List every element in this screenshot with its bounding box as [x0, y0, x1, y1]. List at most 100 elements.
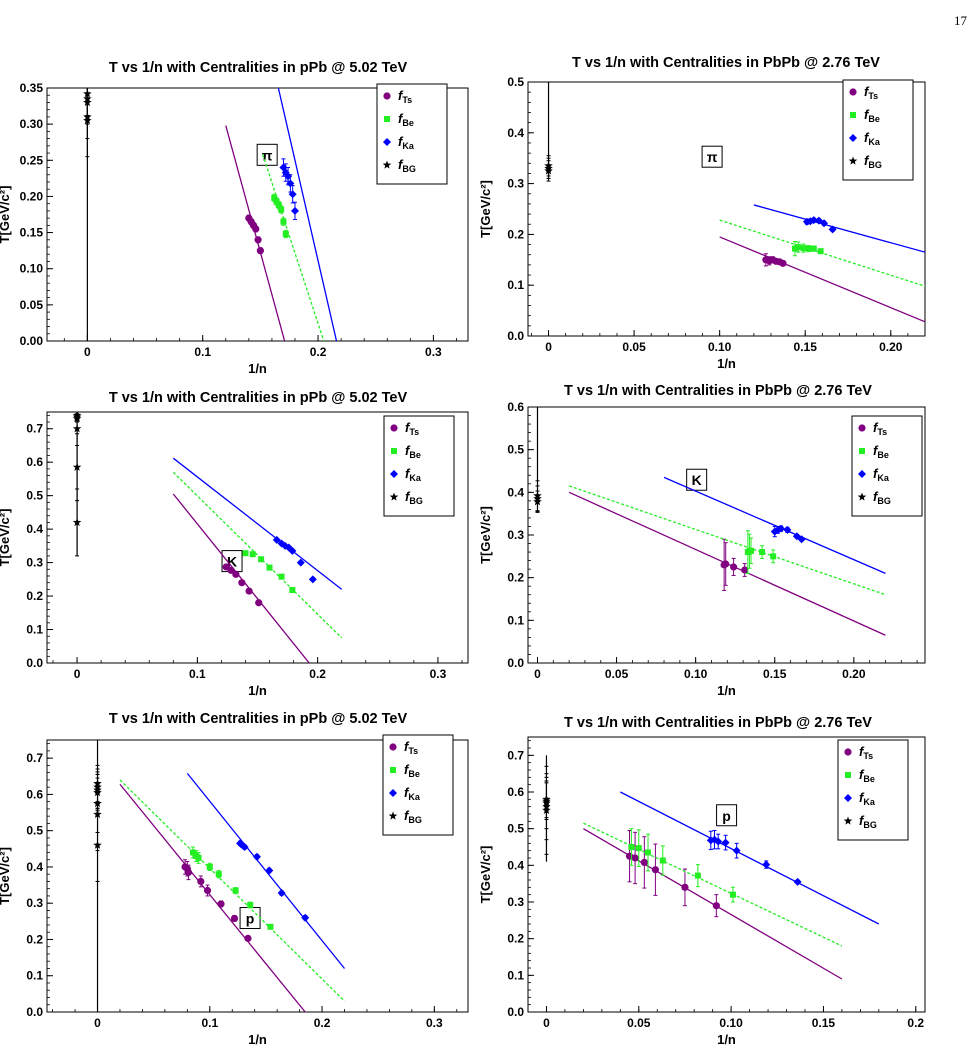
y-tick-label: 0.10 [20, 262, 44, 276]
x-tick-label: 0.20 [842, 667, 866, 681]
y-tick-label: 0.0 [507, 1005, 524, 1019]
data-point-ka [277, 889, 286, 898]
fit-line-ka [663, 476, 886, 574]
legend-marker-ka [383, 138, 391, 146]
chart-title: T vs 1/n with Centralities in pPb @ 5.02… [109, 390, 408, 406]
legend-label: fKa [405, 466, 422, 483]
legend-label: fBe [404, 762, 420, 779]
x-tick-label: 0.1 [201, 1016, 218, 1030]
data-point-ts [651, 866, 660, 874]
chart-panel-6: T vs 1/n with Centralities in PbPb @ 2.7… [478, 715, 926, 1047]
x-axis-label: 1/n [248, 1032, 267, 1047]
legend-marker-be [391, 448, 397, 454]
data-point-ka [252, 852, 261, 861]
data-point-ts [197, 877, 205, 886]
data-point-ts [256, 247, 264, 255]
y-tick-label: 0.0 [507, 656, 524, 670]
legend-marker-ka [858, 470, 866, 478]
particle-label: π [262, 147, 273, 163]
fit-line-ts [583, 828, 843, 980]
legend-marker-bg [843, 816, 853, 825]
data-point-be [810, 245, 817, 252]
fit-line-ka [620, 791, 880, 925]
y-tick-label: 0.4 [507, 485, 524, 499]
legend-marker-ts [849, 88, 857, 96]
data-point-bg [542, 805, 551, 814]
y-tick-label: 0.7 [26, 751, 43, 765]
y-axis-label: T[GeV/c²] [478, 180, 493, 238]
x-tick-label: 0 [543, 1016, 550, 1030]
y-tick-label: 0.3 [507, 528, 524, 542]
y-tick-label: 0.2 [507, 932, 524, 946]
data-point-ka [732, 846, 741, 855]
data-point-be [195, 854, 202, 861]
x-tick-label: 0.15 [763, 667, 787, 681]
y-axis-label: T[GeV/c²] [0, 847, 12, 905]
legend-label: fTs [864, 84, 878, 101]
data-point-ka [265, 866, 274, 875]
legend-marker-bg [848, 156, 858, 165]
data-point-ts [254, 236, 262, 244]
data-point-ka [290, 206, 299, 215]
x-axis-label: 1/n [717, 683, 736, 698]
plot-data [533, 407, 886, 636]
data-point-ka [762, 860, 771, 869]
y-tick-label: 0.3 [507, 177, 524, 191]
y-tick-label: 0.5 [507, 75, 524, 89]
y-axis-label: T[GeV/c²] [0, 186, 12, 244]
fit-line-be [172, 471, 343, 639]
plot-frame [527, 81, 926, 337]
data-point-ts [245, 587, 253, 595]
data-point-be [289, 587, 296, 594]
particle-label: p [246, 911, 255, 927]
data-point-be [795, 244, 802, 251]
data-point-ka [721, 838, 730, 847]
legend-marker-be [850, 112, 856, 118]
chart-title: T vs 1/n with Centralities in PbPb @ 2.7… [564, 715, 872, 731]
chart-panel-5: T vs 1/n with Centralities in pPb @ 5.02… [0, 711, 469, 1047]
legend-marker-ka [389, 789, 397, 797]
y-tick-label: 0.4 [26, 860, 43, 874]
y-tick-label: 0.6 [507, 400, 524, 414]
data-point-be [206, 863, 213, 870]
data-point-be [215, 871, 222, 878]
y-tick-label: 0.5 [26, 824, 43, 838]
y-tick-label: 0.5 [26, 489, 43, 503]
x-tick-label: 0.3 [426, 1016, 443, 1030]
y-tick-label: 0.4 [26, 522, 43, 536]
y-tick-label: 0.7 [26, 422, 43, 436]
data-point-be [242, 550, 249, 557]
x-tick-label: 0 [94, 1016, 101, 1030]
y-tick-label: 0.4 [507, 126, 524, 140]
y-tick-label: 0.0 [26, 656, 43, 670]
legend-label: fKa [398, 134, 415, 151]
plot-frame [46, 739, 469, 1013]
legend-marker-ts [390, 424, 398, 432]
y-axis-label: T[GeV/c²] [478, 506, 493, 564]
y-tick-label: 0.5 [507, 822, 524, 836]
y-tick-label: 0.0 [507, 329, 524, 343]
legend-label: fBG [405, 489, 423, 506]
data-point-ts [722, 560, 730, 568]
data-point-ka [777, 524, 786, 533]
x-tick-label: 0.15 [794, 340, 818, 354]
fit-line-ts [172, 493, 310, 663]
legend-label: fTs [398, 88, 412, 105]
y-tick-label: 0.2 [26, 932, 43, 946]
y-tick-label: 0.3 [507, 895, 524, 909]
legend: fTs fBe fKa fBG [851, 415, 923, 517]
legend-marker-ka [849, 134, 857, 142]
data-point-ka [797, 535, 806, 544]
y-tick-label: 0.4 [507, 858, 524, 872]
legend-label: fKa [404, 785, 421, 802]
chart-title: T vs 1/n with Centralities in PbPb @ 2.7… [564, 383, 872, 399]
data-point-be [189, 849, 196, 856]
x-tick-label: 0.10 [719, 1016, 743, 1030]
particle-label-box [716, 804, 738, 827]
data-point-ka [272, 535, 281, 544]
data-point-ts [217, 900, 225, 908]
y-tick-label: 0.3 [26, 556, 43, 570]
x-tick-label: 0.2 [907, 1016, 924, 1030]
y-tick-label: 0.1 [26, 969, 43, 983]
